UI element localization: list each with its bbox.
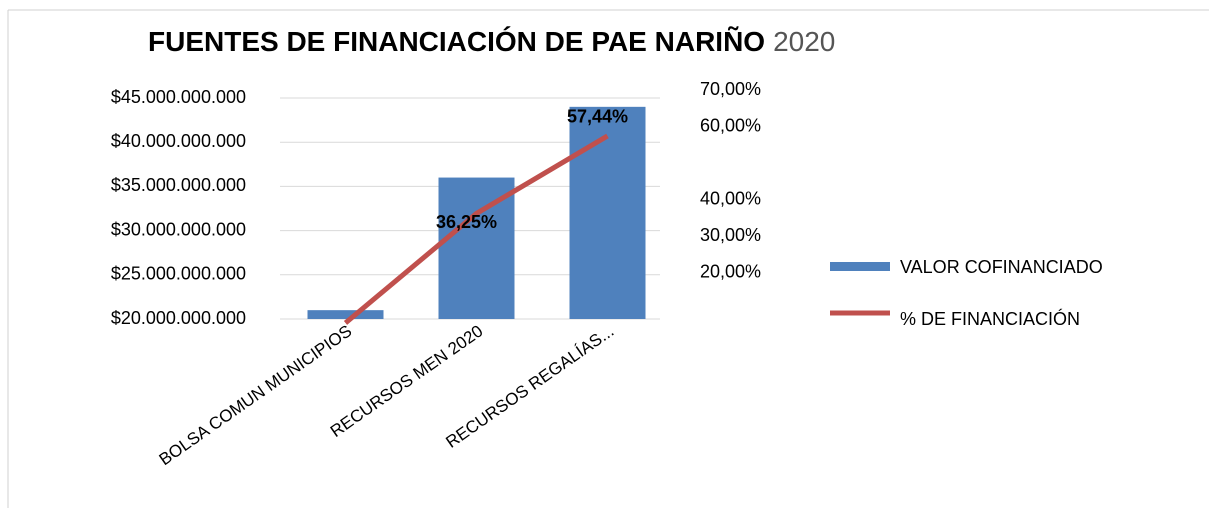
y2-tick-label: 70,00% <box>700 79 761 99</box>
y-tick-label: $40.000.000.000 <box>111 131 246 151</box>
y-tick-label: $30.000.000.000 <box>111 219 246 239</box>
y2-tick-label: 30,00% <box>700 225 761 245</box>
data-label: 57,44% <box>567 107 628 127</box>
chart-title-year: 2020 <box>773 26 835 57</box>
legend-label: % DE FINANCIACIÓN <box>900 308 1080 329</box>
y2-tick-label: 20,00% <box>700 262 761 282</box>
data-label: 36,25% <box>436 212 497 232</box>
chart-title: FUENTES DE FINANCIACIÓN DE PAE NARIÑO <box>148 26 765 57</box>
chart-title-group: FUENTES DE FINANCIACIÓN DE PAE NARIÑO 202… <box>148 26 835 57</box>
y-tick-label: $45.000.000.000 <box>111 87 246 107</box>
legend-swatch <box>830 262 890 271</box>
y-tick-label: $25.000.000.000 <box>111 264 246 284</box>
legend-label: VALOR COFINANCIADO <box>900 257 1103 277</box>
line <box>343 133 609 325</box>
y2-tick-label: 60,00% <box>700 115 761 135</box>
x-tick-label: BOLSA COMUN MUNICIPIOS <box>156 321 356 469</box>
y2-tick-label: 40,00% <box>700 188 761 208</box>
y-tick-label: $35.000.000.000 <box>111 175 246 195</box>
bar <box>307 310 384 319</box>
y-tick-label: $20.000.000.000 <box>111 308 246 328</box>
bar <box>569 106 646 319</box>
